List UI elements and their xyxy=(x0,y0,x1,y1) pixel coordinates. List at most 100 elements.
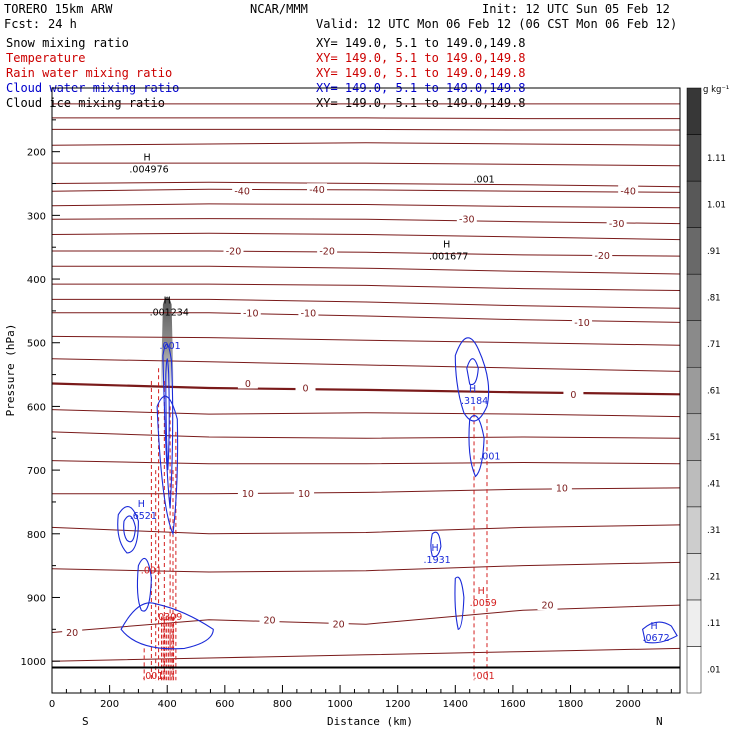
field-xy-range: XY= 149.0, 5.1 to 149.0,149.8 xyxy=(316,96,526,110)
extremum-marker: H xyxy=(164,296,171,307)
isotherm-label: -30 xyxy=(609,219,625,230)
x-endpoint-right: N xyxy=(656,715,663,728)
isotherm-label: -20 xyxy=(594,251,610,262)
extremum-marker: H xyxy=(138,499,145,510)
isotherm-label: -10 xyxy=(243,308,259,319)
field-xy-range: XY= 149.0, 5.1 to 149.0,149.8 xyxy=(316,66,526,80)
isotherm-label: 20 xyxy=(541,601,553,612)
contour-label: .001 xyxy=(160,341,181,352)
isotherm-line xyxy=(51,561,681,573)
extremum-marker: H xyxy=(478,586,485,597)
contour-label: .001 xyxy=(474,671,495,682)
isotherm-line xyxy=(51,358,681,372)
y-axis-label: Pressure (hPa) xyxy=(4,324,17,417)
isotherm-line xyxy=(52,265,681,275)
colorbar-label: .51 xyxy=(707,433,721,443)
isotherm-line xyxy=(51,335,681,346)
isotherm-line xyxy=(52,283,681,291)
field-title-list: Snow mixing ratio XY= 149.0, 5.1 to 149.0… xyxy=(6,36,526,110)
contour-label: .001 xyxy=(142,671,163,682)
isotherm-line xyxy=(52,117,680,120)
isotherm-line xyxy=(52,128,680,131)
field-title: Cloud ice mixing ratio xyxy=(6,96,165,110)
colorbar-label: .81 xyxy=(707,293,721,303)
y-tick-label: 700 xyxy=(27,466,46,477)
colorbar-label: .61 xyxy=(707,387,721,397)
plot-frame xyxy=(51,87,681,694)
colorbar-label: 1.11 xyxy=(707,154,726,164)
isotherm-line xyxy=(51,218,681,225)
cloud-water-contour xyxy=(641,621,678,644)
contour-label: .0309 xyxy=(155,612,182,623)
colorbar-units: g kg⁻¹ xyxy=(703,85,729,95)
x-tick-label: 600 xyxy=(215,699,234,710)
colorbar-label: .31 xyxy=(707,526,721,536)
colorbar-label: .01 xyxy=(707,666,721,676)
x-tick-label: 1400 xyxy=(443,699,468,710)
isotherm-line xyxy=(51,232,681,241)
extremum-value: .0672 xyxy=(642,633,669,644)
isotherm-label: 0 xyxy=(570,390,576,401)
isotherm-label: 10 xyxy=(242,489,254,500)
cloud-water-contour xyxy=(162,343,174,509)
isotherm-label: -40 xyxy=(620,187,636,198)
colorbar-bin xyxy=(686,180,702,228)
isotherm-label: -40 xyxy=(234,187,250,198)
isotherm-label: 10 xyxy=(298,489,310,500)
isotherm-label: -20 xyxy=(226,247,242,258)
x-tick-label: 1600 xyxy=(500,699,525,710)
isotherm-line xyxy=(51,524,681,535)
isotherm-label: 20 xyxy=(333,620,345,631)
extremum-value: .1931 xyxy=(424,555,451,566)
isotherm-label: -20 xyxy=(319,247,335,258)
field-xy-range: XY= 149.0, 5.1 to 149.0,149.8 xyxy=(316,51,526,65)
x-tick-label: 2000 xyxy=(615,699,640,710)
y-tick-label: 300 xyxy=(27,211,46,222)
contour-label: .001 xyxy=(474,174,495,185)
forecast-hour: 24 h xyxy=(48,17,77,31)
isotherm-line xyxy=(51,188,681,193)
cloud-water-contour xyxy=(136,557,152,612)
colorbar-label: .11 xyxy=(707,619,721,629)
isotherm-line xyxy=(51,460,681,465)
plot-area: -40 -40 -40 -30 -30 -20 -20 -20 -10 -10 -10 0 0 0 10 10… xyxy=(21,87,681,710)
isotherm-label: -40 xyxy=(309,185,325,196)
x-tick-label: 400 xyxy=(158,699,177,710)
y-tick-label: 200 xyxy=(27,148,46,159)
extremum-value: .001234 xyxy=(150,308,189,319)
x-tick-label: 1200 xyxy=(385,699,410,710)
extremum-marker: H xyxy=(469,384,476,395)
cloud-water-contour xyxy=(430,531,442,558)
cloud-water-contour xyxy=(165,358,170,471)
cloud-water-contour xyxy=(117,506,139,554)
colorbar-bin xyxy=(686,506,702,554)
y-tick-label: 600 xyxy=(27,402,46,413)
isotherm-line xyxy=(52,250,681,257)
colorbar-bin xyxy=(686,599,702,647)
cloud-water-contour xyxy=(156,395,179,536)
init-time: Init: 12 UTC Sun 05 Feb 12 xyxy=(482,2,670,16)
x-axis-label: Distance (km) xyxy=(327,715,413,728)
isotherm-label: -10 xyxy=(301,308,317,319)
extremum-value: .6521 xyxy=(130,511,157,522)
isotherm-label: 0 xyxy=(245,379,251,390)
cloud-water-contour xyxy=(454,576,465,630)
cloud-water-contour xyxy=(454,337,490,422)
field-title: Temperature xyxy=(6,51,85,65)
isotherm-line xyxy=(51,382,681,396)
y-tick-label: 500 xyxy=(27,339,46,350)
extremum-marker: H xyxy=(143,152,150,163)
cloud-water-contour xyxy=(120,602,214,650)
extremum-value: .3184 xyxy=(461,396,488,407)
isotherm-line xyxy=(51,431,681,439)
isotherm-label: -30 xyxy=(459,215,475,226)
colorbar-label: 1.01 xyxy=(707,200,726,210)
extremum-marker: H xyxy=(443,240,450,251)
forecast-label: Fcst: xyxy=(4,17,40,31)
contour-label: .001 xyxy=(141,565,162,576)
isotherm-label: 10 xyxy=(556,483,568,494)
extremum-value: .0059 xyxy=(470,598,497,609)
x-endpoint-left: S xyxy=(82,715,89,728)
isotherm-label: -10 xyxy=(574,318,590,329)
